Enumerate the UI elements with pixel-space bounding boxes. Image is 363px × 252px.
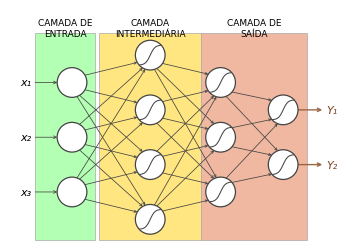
Bar [99,34,201,240]
Text: x₂: x₂ [20,133,31,143]
Circle shape [206,68,236,98]
Bar [201,34,307,240]
Text: CAMADA
INTERMEDIÁRIA: CAMADA INTERMEDIÁRIA [115,19,185,39]
Text: CAMADA DE
ENTRADA: CAMADA DE ENTRADA [38,19,92,39]
Circle shape [57,123,87,152]
Circle shape [135,205,165,234]
Text: Y₁: Y₁ [326,105,338,115]
Text: Y₂: Y₂ [326,160,338,170]
Circle shape [268,150,298,180]
Bar [35,34,95,240]
Text: x₁: x₁ [20,78,31,88]
Text: CAMADA DE
SAÍDA: CAMADA DE SAÍDA [227,19,281,39]
Circle shape [206,123,236,152]
Circle shape [57,68,87,98]
Circle shape [57,177,87,207]
Text: x₃: x₃ [20,187,31,197]
Circle shape [268,96,298,125]
Circle shape [135,96,165,125]
Circle shape [135,150,165,180]
Circle shape [206,177,236,207]
Circle shape [135,41,165,71]
